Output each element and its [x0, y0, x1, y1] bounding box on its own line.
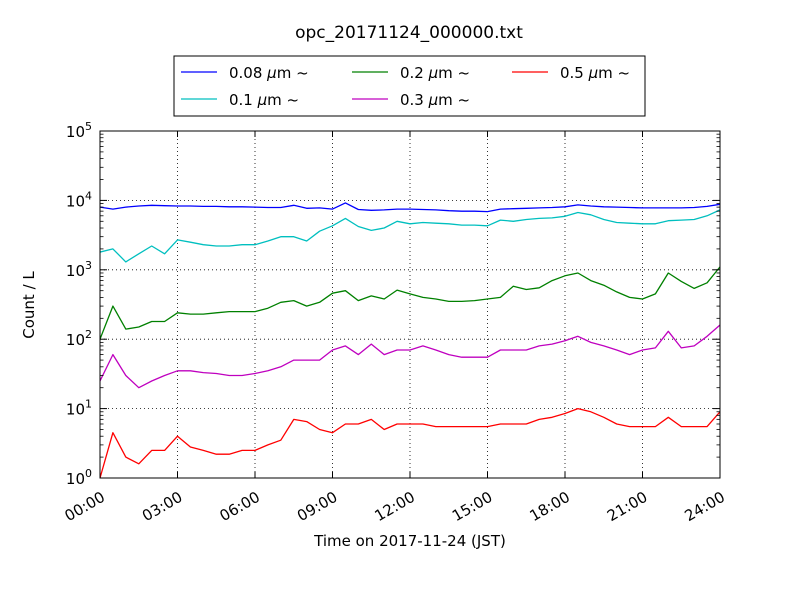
- legend: 0.08 μm ~ 0.1 μm ~ 0.2 μm ~ 0.3 μm ~ 0.5 μm …: [173, 55, 646, 117]
- axis-ticks: [99, 130, 721, 479]
- legend-frame: [173, 55, 646, 117]
- y-tick-label: 102: [66, 328, 92, 349]
- x-tick-labels: 00:00 03:00 06:00 09:00 12:00 15:00 18:00 21:00…: [62, 488, 728, 525]
- x-tick-label: 18:00: [527, 488, 573, 525]
- chart-title: opc_20171124_000000.txt: [295, 23, 523, 43]
- x-axis-label: Time on 2017-11-24 (JST): [313, 532, 506, 550]
- grid: [100, 131, 720, 478]
- y-tick-labels: 100 101 102 103 104 105: [66, 120, 92, 488]
- series-line-0-3: [100, 324, 720, 389]
- x-tick-label: 06:00: [217, 488, 263, 525]
- x-tick-label: 21:00: [604, 488, 650, 525]
- series-line-0-1: [100, 209, 720, 263]
- plot-area: [100, 131, 720, 478]
- x-tick-label: 15:00: [449, 488, 495, 525]
- x-tick-label: 00:00: [62, 488, 108, 525]
- series-line-0-2: [100, 266, 720, 340]
- legend-entry: 0.08 μm ~: [229, 64, 309, 82]
- y-tick-label: 104: [66, 189, 92, 210]
- y-tick-label: 105: [66, 120, 92, 141]
- legend-entry: 0.1 μm ~: [229, 91, 299, 109]
- y-axis-label: Count / L: [20, 271, 38, 339]
- series-line-0-08: [100, 202, 720, 213]
- x-tick-label: 24:00: [682, 488, 728, 525]
- x-tick-label: 03:00: [139, 488, 185, 525]
- series-line-0-5: [100, 407, 720, 478]
- series-lines: [100, 202, 720, 478]
- x-tick-label: 12:00: [372, 488, 418, 525]
- x-tick-label: 09:00: [294, 488, 340, 525]
- legend-entry: 0.3 μm ~: [400, 91, 470, 109]
- y-tick-label: 103: [66, 259, 92, 280]
- y-tick-label: 101: [66, 398, 92, 419]
- legend-entry: 0.2 μm ~: [400, 64, 470, 82]
- y-tick-label: 100: [66, 467, 92, 488]
- legend-entry: 0.5 μm ~: [560, 64, 630, 82]
